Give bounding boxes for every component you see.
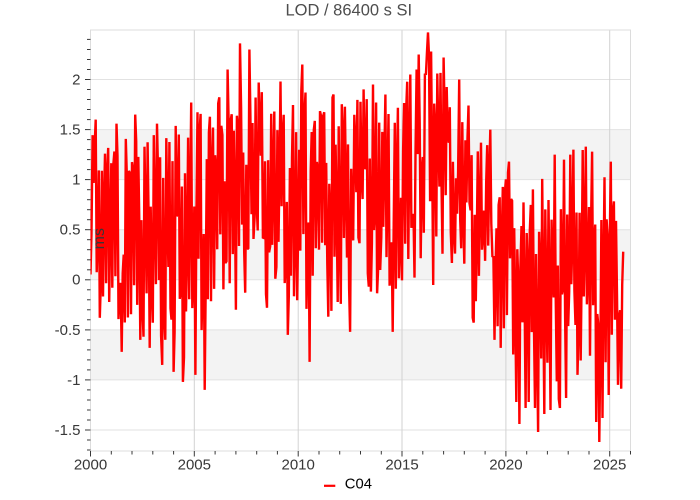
svg-text:-0.5: -0.5 <box>55 322 81 339</box>
svg-text:2020: 2020 <box>489 457 522 474</box>
svg-text:2005: 2005 <box>178 457 211 474</box>
svg-text:1: 1 <box>72 172 80 189</box>
svg-text:0.5: 0.5 <box>60 222 81 239</box>
svg-text:ms: ms <box>91 228 108 249</box>
svg-text:2000: 2000 <box>74 457 107 474</box>
svg-text:2015: 2015 <box>385 457 418 474</box>
svg-text:2: 2 <box>72 71 80 88</box>
svg-text:1.5: 1.5 <box>60 122 81 139</box>
svg-text:LOD / 86400 s SI: LOD / 86400 s SI <box>286 2 413 20</box>
svg-text:-1: -1 <box>67 372 80 389</box>
svg-text:2025: 2025 <box>593 457 626 474</box>
svg-text:2010: 2010 <box>282 457 315 474</box>
svg-text:0: 0 <box>72 272 80 289</box>
svg-text:C04: C04 <box>345 477 372 493</box>
svg-text:-1.5: -1.5 <box>55 422 81 439</box>
